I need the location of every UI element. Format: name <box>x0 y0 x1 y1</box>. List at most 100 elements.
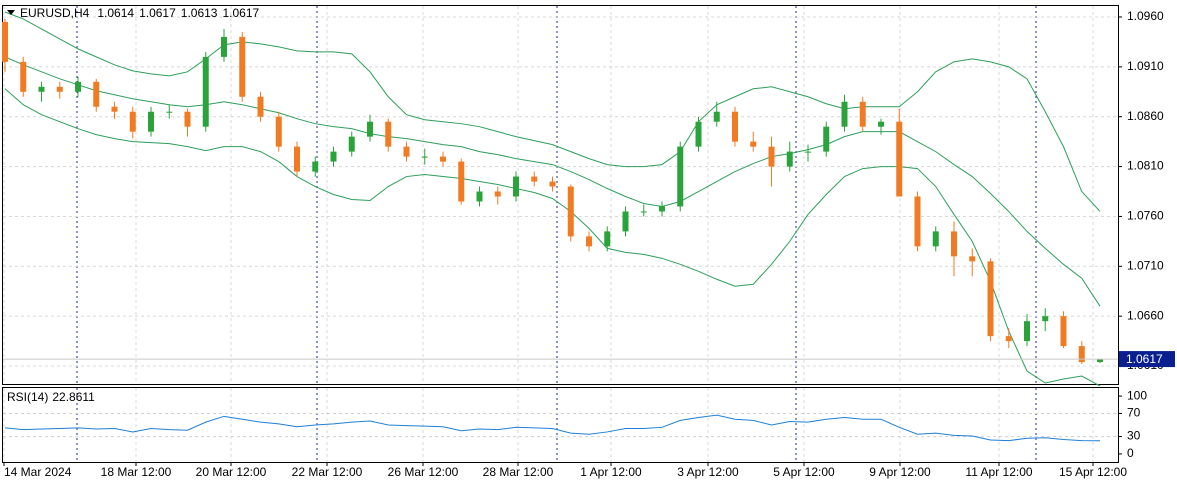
y-tick-label: 1.0710 <box>1127 258 1164 272</box>
candle-body <box>768 146 775 167</box>
candle-body <box>622 211 629 232</box>
candle-body <box>914 196 921 247</box>
candle-body <box>932 231 939 247</box>
candle-body <box>367 121 373 137</box>
y-tick-label: 1.0760 <box>1127 209 1164 223</box>
y-tick-label: 1.0910 <box>1127 59 1164 73</box>
x-tick-label: 1 Apr 12:00 <box>580 465 642 479</box>
rsi-line <box>4 414 1101 442</box>
candle-body <box>878 121 884 127</box>
candle-body <box>1078 346 1085 363</box>
candle-body <box>385 121 392 147</box>
x-tick-label: 26 Mar 12:00 <box>388 465 459 479</box>
candle-body <box>1060 316 1067 347</box>
rsi-value: 22.8611 <box>52 390 95 404</box>
candle-body <box>312 161 319 172</box>
y-tick-label: 1.0810 <box>1127 159 1164 173</box>
y-tick-label: 1.0860 <box>1127 109 1164 123</box>
bollinger-lower <box>4 88 1101 387</box>
plot-layer: 14 Mar 2024 18 Mar 12:00 20 Mar 12:00 22 Ma… <box>2 6 1175 479</box>
menu-arrow[interactable] <box>7 10 15 15</box>
high-value: 1.0617 <box>139 6 176 20</box>
x-tick-label: 15 Apr 12:00 <box>1059 465 1127 479</box>
candle-body <box>93 81 100 107</box>
candle-body <box>1005 336 1012 342</box>
bollinger-upper <box>4 11 1101 212</box>
candle-body <box>823 126 830 152</box>
candle-body <box>148 111 154 132</box>
candle-body <box>257 96 264 117</box>
open-value: 1.0614 <box>97 6 134 20</box>
candle-body <box>275 116 282 147</box>
candle-body <box>1024 321 1030 342</box>
candle-body <box>859 101 866 127</box>
candle-body <box>1042 316 1049 322</box>
close-value: 1.0617 <box>222 6 259 20</box>
bollinger-middle <box>4 56 1101 307</box>
candle-body <box>640 211 647 213</box>
candle-body <box>75 81 81 92</box>
rsi-name: RSI(14) <box>7 390 48 404</box>
candle-body <box>403 146 410 157</box>
candle-body <box>184 111 191 127</box>
candle-body <box>567 186 574 237</box>
candle-body <box>987 261 994 337</box>
day-separators <box>76 6 1037 462</box>
x-tick-label: 11 Apr 12:00 <box>965 465 1032 479</box>
candle-body <box>421 156 428 158</box>
candle-body <box>677 146 684 207</box>
candle-body <box>732 111 738 142</box>
candle-body <box>896 121 903 197</box>
x-tick-label: 5 Apr 12:00 <box>773 465 835 479</box>
candle-body <box>129 111 136 132</box>
candle-body <box>1097 359 1103 363</box>
candle-body <box>494 191 501 197</box>
candle-body <box>38 86 45 92</box>
candle-body <box>695 121 702 147</box>
price-label-box <box>1119 351 1175 368</box>
rsi-tick-label: 100 <box>1127 388 1147 402</box>
candle-body <box>841 101 848 127</box>
main-pane <box>2 5 1119 385</box>
candle-body <box>604 231 611 247</box>
candle-body <box>659 206 665 212</box>
rsi-header: RSI(14) 22.8611 <box>7 390 95 404</box>
candle-body <box>951 231 957 257</box>
candle-body <box>476 191 483 202</box>
symbol: EURUSD,H4 <box>20 6 90 20</box>
candle-body <box>969 256 976 262</box>
candle-body <box>531 176 538 182</box>
candle-body <box>330 151 337 162</box>
candle-body <box>458 161 465 202</box>
candle-body <box>750 141 757 147</box>
candle-body <box>111 106 118 112</box>
candle-body <box>166 111 173 113</box>
rsi-tick-label: 0 <box>1127 446 1134 460</box>
candle-body <box>786 151 793 167</box>
candle-body <box>20 61 27 92</box>
candle-body <box>713 111 720 122</box>
chart-header: EURUSD,H4 1.0614 1.0617 1.0613 1.0617 <box>20 6 259 20</box>
x-tick-label: 22 Mar 12:00 <box>292 465 363 479</box>
rsi-tick-label: 30 <box>1127 429 1141 443</box>
price-label: 1.0617 <box>1126 352 1163 366</box>
candle-body <box>805 151 811 153</box>
candle-body <box>56 86 63 92</box>
y-tick-label: 1.0960 <box>1127 9 1164 23</box>
y-tick-label: 1.0660 <box>1127 308 1164 322</box>
low-value: 1.0613 <box>181 6 218 20</box>
candle-body <box>202 56 209 127</box>
candle-body <box>549 181 556 187</box>
x-tick-label: 14 Mar 2024 <box>4 465 72 479</box>
rsi-pane <box>2 387 1119 463</box>
x-tick-label: 9 Apr 12:00 <box>869 465 931 479</box>
x-tick-label: 28 Mar 12:00 <box>483 465 554 479</box>
x-tick-label: 3 Apr 12:00 <box>677 465 739 479</box>
candle-body <box>513 176 519 197</box>
x-tick-label: 20 Mar 12:00 <box>196 465 267 479</box>
x-tick-label: 18 Mar 12:00 <box>101 465 172 479</box>
candle-body <box>440 156 446 162</box>
candle-body <box>586 236 592 247</box>
candle-body <box>2 21 8 62</box>
